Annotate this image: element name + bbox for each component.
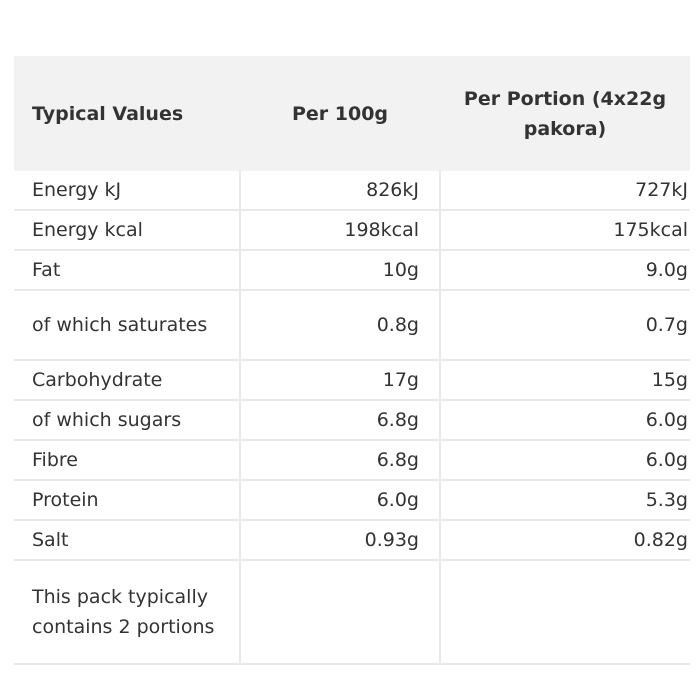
table-row: This pack typically contains 2 portions (14, 560, 690, 665)
row-per-portion: 727kJ (440, 171, 690, 211)
row-label: Protein (14, 480, 240, 521)
row-label: Salt (14, 520, 240, 561)
header-row: Typical Values Per 100g Per Portion (4x2… (14, 56, 690, 171)
nutrition-table-container: Typical Values Per 100g Per Portion (4x2… (14, 56, 690, 665)
table-row: Energy kJ 826kJ 727kJ (14, 171, 690, 211)
table-row: of which sugars 6.8g 6.0g (14, 400, 690, 441)
row-per-portion: 175kcal (440, 210, 690, 251)
row-label: Fat (14, 250, 240, 291)
row-per-100g (239, 560, 441, 665)
nutrition-table-header: Typical Values Per 100g Per Portion (4x2… (14, 56, 690, 171)
header-per-portion: Per Portion (4x22g pakora) (463, 87, 667, 140)
row-label: Energy kcal (14, 210, 240, 251)
row-label: of which sugars (14, 400, 240, 441)
table-row: Salt 0.93g 0.82g (14, 520, 690, 561)
row-per-100g: 0.8g (239, 290, 441, 361)
row-per-portion: 0.82g (440, 520, 690, 561)
row-per-100g: 198kcal (239, 210, 441, 251)
nutrition-table: Typical Values Per 100g Per Portion (4x2… (14, 56, 690, 665)
header-per-100g: Per 100g (291, 102, 389, 125)
row-per-100g: 6.8g (239, 400, 441, 441)
row-per-portion: 6.0g (440, 440, 690, 481)
row-per-portion (440, 560, 690, 665)
table-row: Protein 6.0g 5.3g (14, 480, 690, 521)
row-per-portion: 9.0g (440, 250, 690, 291)
row-label: Carbohydrate (14, 360, 240, 401)
table-row: Carbohydrate 17g 15g (14, 360, 690, 401)
row-per-100g: 0.93g (239, 520, 441, 561)
header-typical-values: Typical Values (32, 102, 184, 125)
row-label: Fibre (14, 440, 240, 481)
table-row: Fibre 6.8g 6.0g (14, 440, 690, 481)
row-per-100g: 10g (239, 250, 441, 291)
nutrition-table-body: Energy kJ 826kJ 727kJ Energy kcal 198kca… (14, 171, 690, 665)
row-per-100g: 6.8g (239, 440, 441, 481)
row-label: of which saturates (14, 290, 240, 361)
row-per-100g: 826kJ (239, 171, 441, 211)
table-row: Fat 10g 9.0g (14, 250, 690, 291)
table-row: Energy kcal 198kcal 175kcal (14, 210, 690, 251)
row-per-portion: 5.3g (440, 480, 690, 521)
row-per-100g: 6.0g (239, 480, 441, 521)
row-per-portion: 0.7g (440, 290, 690, 361)
row-per-portion: 15g (440, 360, 690, 401)
table-row: of which saturates 0.8g 0.7g (14, 290, 690, 361)
row-label: Energy kJ (14, 171, 240, 211)
row-label: This pack typically contains 2 portions (14, 560, 240, 665)
row-per-100g: 17g (239, 360, 441, 401)
row-per-portion: 6.0g (440, 400, 690, 441)
